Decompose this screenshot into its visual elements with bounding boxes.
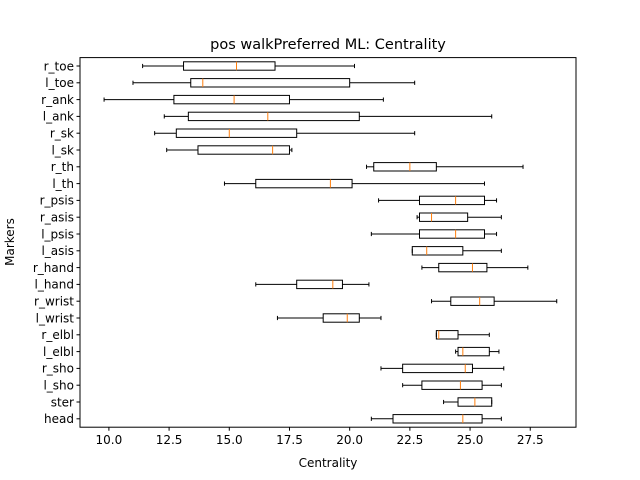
x-tick-label: 17.5 xyxy=(276,433,303,447)
y-tick-label: ster xyxy=(51,395,74,409)
box-r_sk xyxy=(154,128,416,138)
iqr-box xyxy=(418,212,469,222)
iqr-box xyxy=(402,363,473,374)
iqr-box xyxy=(190,78,351,88)
iqr-box xyxy=(175,128,298,138)
y-tick-label: l_hand xyxy=(34,278,74,292)
box-r_psis xyxy=(378,195,498,206)
y-tick-label: l_sho xyxy=(43,379,74,393)
plot-frame xyxy=(79,57,577,428)
x-tick-label: 12.5 xyxy=(156,433,183,447)
box-l_th xyxy=(223,178,486,189)
x-tick-label: 22.5 xyxy=(397,433,424,447)
x-tick-label: 25.0 xyxy=(457,433,484,447)
x-axis-label: Centrality xyxy=(299,456,358,470)
box-r_toe xyxy=(142,61,355,71)
iqr-box xyxy=(418,195,486,206)
y-tick-label: l_toe xyxy=(45,76,74,90)
iqr-box xyxy=(411,246,464,256)
x-tick-label: 27.5 xyxy=(517,433,544,447)
box-l_wrist xyxy=(276,313,382,323)
y-tick-label: l_elbl xyxy=(43,345,74,359)
box-l_asis xyxy=(411,246,502,256)
chart-title: pos walkPreferred ML: Centrality xyxy=(210,37,446,53)
box-l_psis xyxy=(370,229,498,239)
iqr-box xyxy=(322,313,360,323)
iqr-box xyxy=(296,279,343,290)
box-r_wrist xyxy=(431,296,558,306)
iqr-box xyxy=(438,262,488,273)
iqr-box xyxy=(392,414,483,424)
y-tick-label: l_wrist xyxy=(36,311,75,325)
y-tick-label: l_th xyxy=(52,177,74,191)
iqr-box xyxy=(450,296,495,306)
y-tick-label: r_sho xyxy=(42,362,74,376)
y-tick-label: r_psis xyxy=(40,194,74,208)
box-r_asis xyxy=(416,212,502,222)
box-l_toe xyxy=(132,78,416,88)
box-r_th xyxy=(366,162,524,172)
y-axis-label: Markers xyxy=(3,218,17,266)
iqr-box xyxy=(255,178,353,189)
iqr-box xyxy=(435,330,459,340)
y-ticks: head ster l_sho r_sho l_elbl r_elbl l_wrist r_w… xyxy=(33,59,80,426)
iqr-box xyxy=(173,94,290,105)
y-tick-label: l_asis xyxy=(41,244,74,258)
y-tick-label: r_hand xyxy=(33,261,74,275)
box-l_sk xyxy=(166,145,293,155)
box-l_elbl xyxy=(455,346,500,357)
y-tick-label: r_wrist xyxy=(34,295,74,309)
box-r_hand xyxy=(421,262,529,273)
y-tick-label: l_psis xyxy=(41,227,74,241)
y-tick-label: head xyxy=(44,412,74,426)
y-tick-label: r_toe xyxy=(44,59,74,73)
x-tick-label: 10.0 xyxy=(96,433,123,447)
y-tick-label: r_elbl xyxy=(41,328,74,342)
box-r_elbl xyxy=(435,330,490,340)
box-l_hand xyxy=(255,279,370,290)
iqr-box xyxy=(183,61,276,71)
iqr-box xyxy=(187,111,360,122)
iqr-box xyxy=(373,162,437,172)
box-r_sho xyxy=(380,363,505,374)
y-tick-label: r_ank xyxy=(41,93,74,107)
box-ster xyxy=(443,397,493,407)
box-l_ank xyxy=(163,111,493,122)
iqr-box xyxy=(457,346,490,357)
x-ticks: 10.0 12.5 15.0 17.5 20.0 22.5 25.0 27.5 xyxy=(96,427,544,447)
box-head xyxy=(370,414,502,424)
iqr-box xyxy=(421,380,483,390)
boxes-layer xyxy=(103,61,558,424)
y-tick-label: r_asis xyxy=(40,211,74,225)
y-tick-label: r_th xyxy=(51,160,74,174)
box-l_sho xyxy=(402,380,502,390)
x-tick-label: 20.0 xyxy=(336,433,363,447)
box-r_ank xyxy=(103,94,384,105)
iqr-box xyxy=(197,145,290,155)
x-tick-label: 15.0 xyxy=(216,433,243,447)
y-tick-label: l_ank xyxy=(43,110,74,124)
y-tick-label: l_sk xyxy=(51,143,74,157)
y-tick-label: r_sk xyxy=(50,127,74,141)
iqr-box xyxy=(418,229,486,239)
